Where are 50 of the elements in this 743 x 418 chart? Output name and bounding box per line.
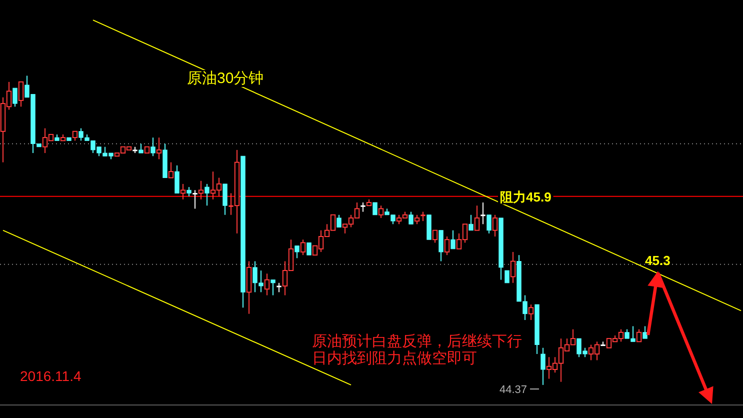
annotation: 44.37 [499,384,527,396]
candlestick [504,270,510,284]
candlestick [510,251,516,284]
candlestick [18,81,24,108]
candlestick [420,211,426,222]
candlestick [294,245,300,259]
candlestick [168,162,174,178]
candlestick [480,202,486,225]
annotation: 45.3 [645,253,670,268]
candlestick [492,214,498,238]
candlestick [180,183,186,200]
candlestick [138,143,144,154]
candlestick [528,304,534,320]
candlestick [438,230,444,262]
annotation: 2016.11.4 [20,368,82,384]
candlestick [156,137,162,160]
candlestick [360,202,366,212]
candlestick [204,183,210,206]
candlestick [192,190,198,210]
candlestick [336,214,342,228]
candlestick [198,180,204,200]
candlestick [276,282,282,293]
candlestick [270,279,276,296]
candlestick [150,137,156,157]
candlestick [486,214,492,234]
candlestick [636,328,642,342]
candlestick [450,230,456,250]
candlestick [414,214,420,225]
candlestick [474,205,480,231]
candlestick [174,164,180,194]
candlestick [264,273,270,296]
candlestick [12,88,18,108]
ref-line-label: 阻力45.9 [500,189,552,204]
candlestick [222,183,228,216]
candlestick [444,236,450,256]
annotation: 日内找到阻力点做空即可 [312,350,477,367]
candlestick [300,239,306,256]
candlestick [378,205,384,218]
candlestick [306,242,312,256]
candlestick [408,211,414,225]
candlestick [642,326,648,340]
candlestick [540,347,546,386]
candlestick [600,341,606,346]
candlestick [72,130,78,142]
candlestick [468,214,474,231]
candlestick [186,186,192,197]
candlestick [432,230,438,244]
chart-title: 原油30分钟 [187,70,264,87]
annotation: 原油预计白盘反弹，后继续下行 [312,333,522,350]
candlestick [372,202,378,216]
